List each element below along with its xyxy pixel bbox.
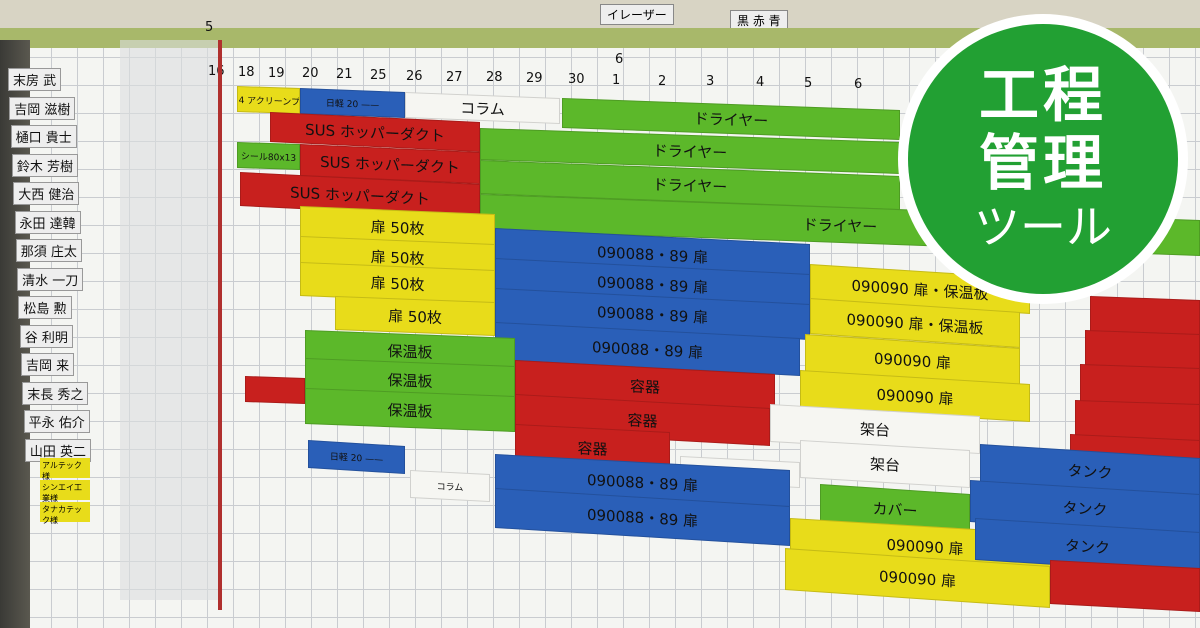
schedule-bar-white: コラム xyxy=(410,470,490,502)
client-tag: タナカテック様 xyxy=(40,502,90,525)
schedule-bar-green: シール80x13 xyxy=(237,142,300,170)
worker-name: 山田 英二 xyxy=(24,438,92,462)
worker-name: 松島 勲 xyxy=(18,296,72,319)
date-column-header: 28 xyxy=(486,70,503,86)
schedule-bar-blue: 日軽 20 —— xyxy=(308,440,405,474)
date-column-header: 19 xyxy=(268,65,285,81)
date-column-header: 6 xyxy=(854,76,863,92)
month-label: 5 xyxy=(205,20,214,35)
date-column-header: 26 xyxy=(406,68,423,84)
date-column-header: 29 xyxy=(526,71,543,87)
date-column-header: 1 xyxy=(612,72,621,88)
date-column-header: 27 xyxy=(446,69,463,85)
date-column-header: 21 xyxy=(336,67,353,83)
date-column-header: 30 xyxy=(568,72,585,87)
worker-name: 吉岡 滋樹 xyxy=(9,96,76,120)
today-line xyxy=(218,40,222,610)
badge-line: 管理 xyxy=(979,129,1107,199)
worker-name: 永田 達韓 xyxy=(14,210,81,234)
date-column-header: 4 xyxy=(756,75,765,91)
worker-name: 樋口 貴士 xyxy=(10,125,77,148)
date-column-header: 25 xyxy=(370,68,387,83)
date-column-header: 3 xyxy=(706,74,715,90)
worker-name: 鈴木 芳樹 xyxy=(11,153,79,177)
date-column-header: 18 xyxy=(238,64,255,80)
schedule-bar-red xyxy=(245,376,305,404)
schedule-bar-yellow: 090094 アクリーンプレート xyxy=(237,86,300,114)
title-badge: 工程 管理 ツール xyxy=(908,24,1178,294)
worker-name: 末長 秀之 xyxy=(22,381,89,405)
schedule-bar-red xyxy=(1050,560,1200,612)
worker-name: 那須 庄太 xyxy=(15,239,82,262)
date-column-header: 2 xyxy=(658,73,667,89)
schedule-bar-yellow: 扉 50枚 xyxy=(335,296,495,336)
badge-line: ツール xyxy=(974,200,1112,254)
worker-name: 大西 健治 xyxy=(13,182,80,205)
eraser-label: イレーザー xyxy=(600,4,674,25)
worker-name: 清水 一刀 xyxy=(17,267,84,291)
board-frame xyxy=(0,28,1200,48)
schedule-bar-red xyxy=(1080,364,1200,406)
worker-name: 平永 佑介 xyxy=(23,410,90,433)
date-column-header: 20 xyxy=(302,66,319,82)
month-label: 6 xyxy=(615,52,624,67)
board-column-gray xyxy=(120,40,220,600)
worker-name: 谷 利明 xyxy=(19,324,73,348)
worker-name: 吉岡 来 xyxy=(21,353,75,376)
client-tag: アルテック様 xyxy=(40,458,90,481)
date-column-header: 16 xyxy=(208,64,225,79)
badge-line: 工程 xyxy=(979,61,1107,131)
date-column-header: 5 xyxy=(804,76,813,91)
client-tag: シンエイ工業様 xyxy=(40,480,90,503)
worker-name: 末房 武 xyxy=(8,68,62,91)
